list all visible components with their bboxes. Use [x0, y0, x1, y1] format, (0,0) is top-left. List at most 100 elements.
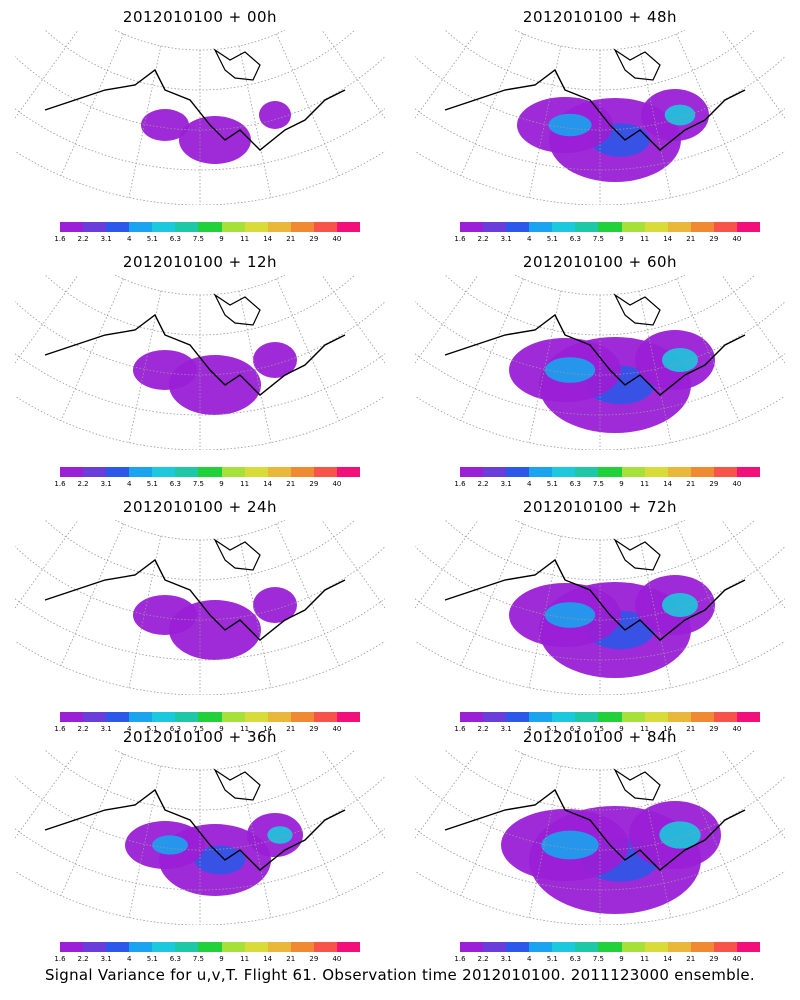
colorbar-swatch [290, 942, 314, 952]
colorbar-swatch [198, 222, 222, 232]
colorbar-swatch [483, 942, 507, 952]
longitude-line [740, 750, 785, 813]
variance-blob [133, 350, 197, 390]
colorbar-swatch [621, 712, 645, 722]
longitude-line [276, 523, 340, 666]
colorbar-tick-label: 1.6 [54, 235, 66, 243]
variance-field [125, 813, 303, 896]
colorbar-tick-label: 1.6 [454, 955, 466, 963]
longitude-line [764, 30, 785, 36]
colorbar-tick-label: 1.6 [54, 955, 66, 963]
forecast-panel-24h: 2012010100 + 24h 1.6 2.2 3.1 4 5.1 6.3 7.5 9 11 1… [0, 490, 400, 735]
variance-blob [253, 587, 297, 623]
colorbar-tick-label: 6.3 [169, 955, 181, 963]
coastline [44, 558, 346, 641]
colorbar-tick-label: 14 [663, 725, 673, 733]
longitude-line [721, 30, 785, 119]
colorbar [60, 467, 361, 477]
variance-core [659, 821, 701, 849]
panel-title: 2012010100 + 72h [522, 498, 678, 516]
forecast-panel-36h: 2012010100 + 36h 1.6 2.2 3.1 4 5.1 6.3 7.5 9 11 1… [0, 720, 400, 965]
colorbar-tick-label: 5.1 [546, 955, 558, 963]
colorbar-tick-label: 9 [619, 480, 624, 488]
longitude-line [460, 33, 524, 176]
colorbar-tick-label: 6.3 [169, 480, 181, 488]
colorbar-tick-label: 9 [619, 955, 624, 963]
longitude-line [721, 275, 785, 364]
latitude-line [415, 545, 785, 621]
longitude-line [321, 275, 385, 364]
colorbar-swatch [336, 712, 361, 722]
colorbar-swatch [313, 467, 337, 477]
colorbar-swatch [336, 467, 361, 477]
longitude-line [415, 750, 436, 756]
longitude-line [15, 30, 60, 93]
map-plot [415, 520, 785, 695]
variance-core [664, 104, 696, 126]
colorbar-swatch [244, 712, 268, 722]
colorbar-swatch [690, 222, 714, 232]
colorbar-tick-label: 21 [286, 480, 296, 488]
colorbar-tick-label: 5.1 [146, 725, 158, 733]
colorbar-swatch [175, 467, 199, 477]
latitude-line [444, 750, 756, 811]
latitude-line [15, 55, 385, 131]
coastline-islands [213, 768, 261, 801]
colorbar-tick-label: 1.6 [454, 480, 466, 488]
latitude-line [415, 55, 785, 131]
colorbar-tick-label: 29 [309, 480, 319, 488]
colorbar-swatch [506, 712, 530, 722]
colorbar-tick-label: 40 [332, 955, 342, 963]
variance-core [541, 830, 599, 860]
colorbar-tick-label: 2.2 [477, 235, 489, 243]
colorbar-tick-label: 40 [732, 235, 742, 243]
variance-blob [133, 595, 197, 635]
variance-field [501, 801, 721, 914]
coastline [44, 68, 346, 151]
colorbar-tick-label: 2.2 [477, 955, 489, 963]
colorbar-tick-label: 7.5 [592, 480, 605, 488]
latitude-line [114, 30, 286, 51]
colorbar [460, 467, 761, 477]
longitude-line [415, 275, 479, 364]
variance-blob [259, 101, 291, 129]
panel-title: 2012010100 + 84h [522, 728, 678, 746]
latitude-line [444, 520, 756, 581]
longitude-line [15, 30, 79, 119]
colorbar-swatch [598, 467, 622, 477]
longitude-line [676, 753, 740, 896]
colorbar-swatch [552, 222, 576, 232]
colorbar-tick-label: 11 [240, 235, 250, 243]
colorbar-swatch [244, 942, 268, 952]
forecast-panel-48h: 2012010100 + 48h 1.6 2.2 3.1 4 5.1 6.3 7.5 9 11 1… [400, 0, 800, 245]
longitude-line [321, 750, 385, 839]
colorbar-swatch [667, 222, 691, 232]
colorbar-tick-label: 14 [663, 235, 673, 243]
latitude-line [44, 30, 356, 91]
longitude-line [276, 753, 340, 896]
figure-caption: Signal Variance for u,v,T. Flight 61. Ob… [44, 966, 756, 984]
colorbar-tick-label: 14 [263, 955, 273, 963]
colorbar-tick-label: 5.1 [546, 480, 558, 488]
colorbar-tick-label: 2.2 [77, 955, 89, 963]
colorbar-swatch [575, 942, 599, 952]
colorbar-tick-label: 7.5 [192, 235, 205, 243]
colorbar-tick-label: 21 [286, 235, 296, 243]
colorbar-swatch [313, 222, 337, 232]
colorbar-swatch [60, 712, 84, 722]
colorbar-swatch [483, 222, 507, 232]
colorbar-swatch [221, 467, 245, 477]
longitude-line [460, 278, 524, 421]
variance-blob [179, 116, 251, 164]
colorbar-swatch [598, 222, 622, 232]
colorbar-tick-label: 4 [126, 480, 132, 488]
latitude-line [15, 545, 385, 621]
colorbar-swatch [460, 467, 484, 477]
colorbar-swatch [575, 712, 599, 722]
longitude-line [764, 750, 785, 756]
colorbar-swatch [667, 467, 691, 477]
colorbar-tick-label: 5.1 [546, 235, 558, 243]
longitude-line [364, 275, 385, 281]
colorbar-labels: 1.6 2.2 3.1 4 5.1 6.3 7.5 9 11 14 21 29 40 [54, 725, 360, 735]
longitude-line [15, 30, 36, 36]
